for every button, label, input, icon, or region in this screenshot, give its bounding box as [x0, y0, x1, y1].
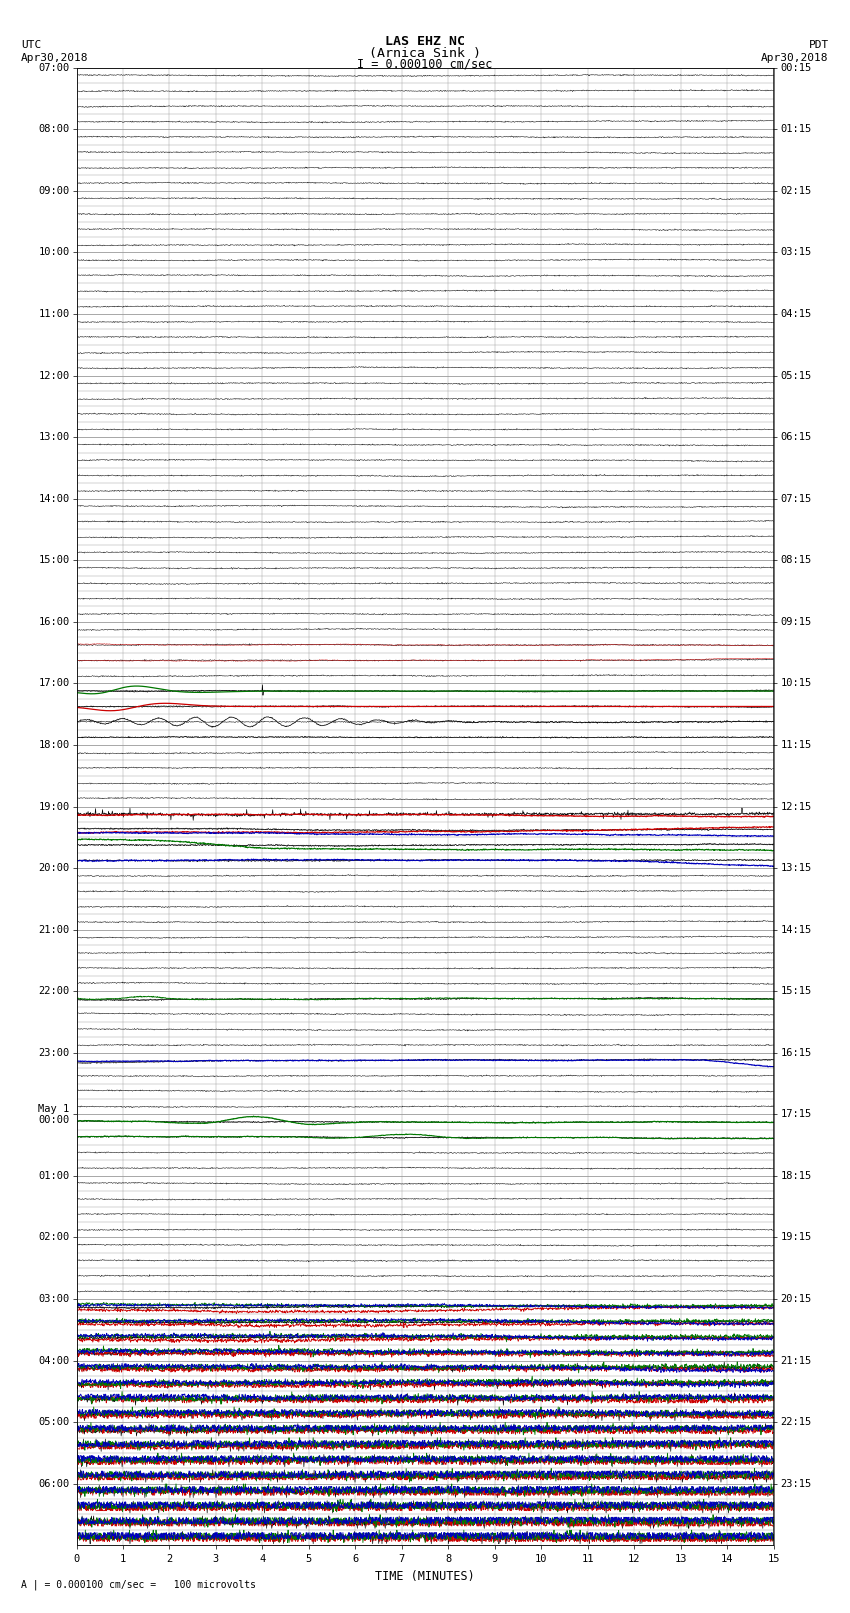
Text: Apr30,2018: Apr30,2018: [762, 53, 829, 63]
Text: LAS EHZ NC: LAS EHZ NC: [385, 35, 465, 48]
Text: (Arnica Sink ): (Arnica Sink ): [369, 47, 481, 60]
Text: A | = 0.000100 cm/sec =   100 microvolts: A | = 0.000100 cm/sec = 100 microvolts: [21, 1579, 256, 1590]
Text: UTC: UTC: [21, 40, 42, 50]
Text: I = 0.000100 cm/sec: I = 0.000100 cm/sec: [357, 58, 493, 71]
Text: PDT: PDT: [808, 40, 829, 50]
X-axis label: TIME (MINUTES): TIME (MINUTES): [375, 1569, 475, 1582]
Text: Apr30,2018: Apr30,2018: [21, 53, 88, 63]
